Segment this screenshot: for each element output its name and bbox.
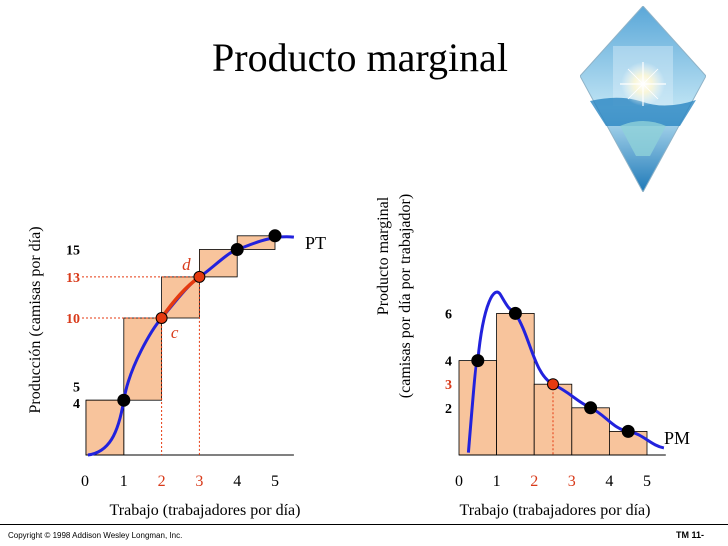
- pm-bar: [458, 360, 497, 456]
- pm-point: [621, 424, 635, 438]
- beach-photo: [580, 6, 706, 192]
- tp-x-tick-label: 5: [271, 473, 279, 490]
- tp-y-tick-label: 5: [73, 381, 80, 396]
- tp-curve: [87, 235, 295, 457]
- tp-y-tick-label: 13: [66, 271, 80, 286]
- pm-highlight-point: [547, 378, 559, 391]
- tp-y-axis-label: Producción (camisas por día): [27, 226, 44, 413]
- tp-y-tick-label: 10: [66, 312, 80, 327]
- slide-code: TM 11-: [676, 530, 705, 540]
- tp-point-label: c: [171, 323, 179, 342]
- tp-point: [230, 243, 244, 256]
- slide-title: Producto marginal: [212, 35, 508, 80]
- pm-bar: [496, 312, 535, 456]
- tp-y-tick-label: 15: [66, 244, 80, 259]
- copyright-text: Copyright © 1998 Addison Wesley Longman,…: [8, 531, 183, 540]
- pm-x-tick-label: 0: [455, 473, 463, 490]
- footer-divider: [0, 524, 728, 525]
- tp-x-tick-label: 4: [233, 473, 241, 490]
- tp-x-tick-label: 3: [195, 473, 203, 490]
- pm-point: [584, 401, 598, 415]
- tp-x-axis-label: Trabajo (trabajadores por día): [110, 502, 301, 519]
- pm-x-tick-label: 4: [605, 473, 613, 490]
- pm-x-tick-label: 2: [530, 473, 538, 490]
- tp-point: [268, 229, 282, 243]
- tp-highlight-point: [193, 270, 206, 283]
- tp-y-tick-label: 4: [73, 397, 80, 412]
- tp-highlight-point: [155, 312, 168, 324]
- pm-x-axis-label: Trabajo (trabajadores por día): [460, 502, 651, 519]
- tp-series-label: PT: [305, 233, 326, 253]
- tp-x-tick-label: 1: [120, 473, 128, 490]
- pm-y-tick-label: 3: [445, 378, 452, 393]
- pm-series-label: PM: [664, 428, 690, 448]
- pm-point: [471, 354, 485, 368]
- tp-point: [117, 393, 131, 407]
- tp-point-label: d: [182, 255, 191, 274]
- pm-y-axis-label-2: (camisas por día por trabajador): [397, 194, 414, 398]
- pm-y-axis-label: Producto marginal: [375, 196, 392, 315]
- tp-x-tick-label: 2: [158, 473, 166, 490]
- pm-point: [508, 306, 522, 320]
- pm-x-tick-label: 1: [493, 473, 501, 490]
- pm-y-tick-label: 4: [445, 355, 452, 370]
- tp-x-tick-label: 0: [81, 473, 89, 490]
- pm-y-tick-label: 6: [445, 307, 452, 322]
- pm-y-tick-label: 2: [445, 402, 452, 417]
- pm-x-tick-label: 5: [643, 473, 651, 490]
- pm-x-tick-label: 3: [568, 473, 576, 490]
- tp-step: [123, 317, 163, 401]
